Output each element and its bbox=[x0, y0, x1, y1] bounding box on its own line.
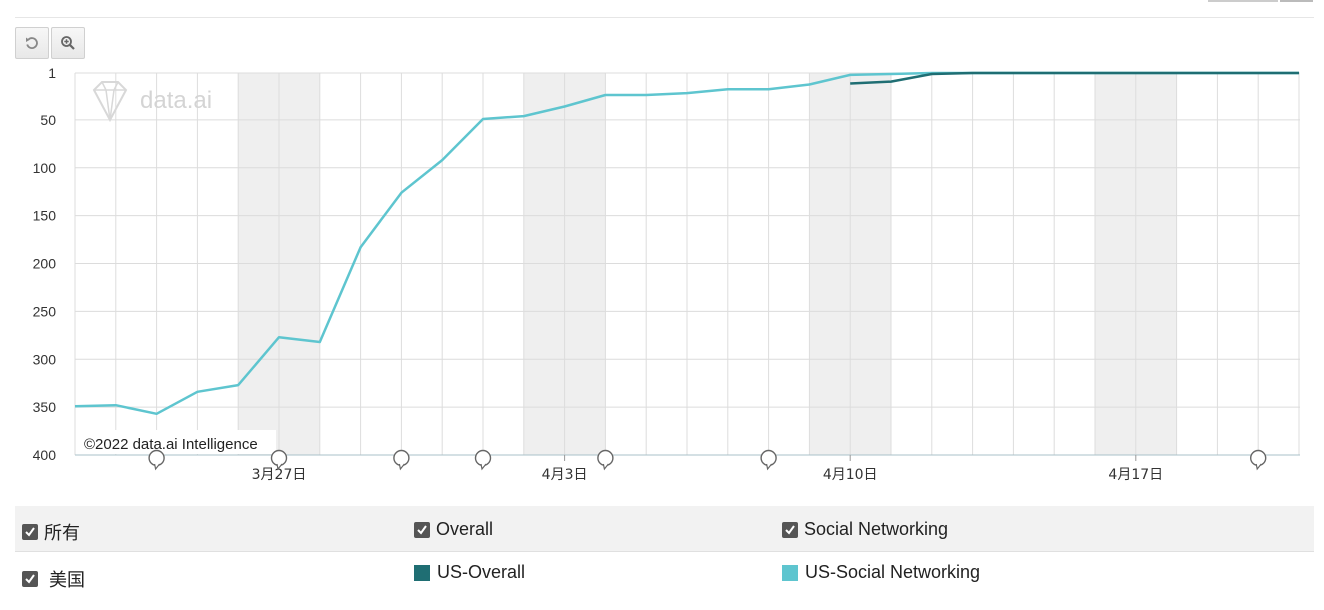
legend-swatch-us-overall bbox=[414, 564, 430, 581]
x-tick-label: 4月17日 bbox=[1108, 467, 1163, 483]
checkbox-all[interactable] bbox=[22, 524, 38, 540]
series-line-us-overall bbox=[850, 71, 1299, 85]
y-tick-label: 150 bbox=[33, 208, 57, 224]
filter-overall-label: Overall bbox=[436, 519, 494, 539]
annotation-tail bbox=[766, 463, 773, 471]
annotation-bubble bbox=[393, 449, 410, 467]
annotation-bubble bbox=[148, 449, 165, 467]
annotation-marker-icon[interactable] bbox=[1249, 449, 1267, 471]
legend-us-overall-label: US-Overall bbox=[437, 562, 526, 582]
tab-remnant-left[interactable] bbox=[1208, 0, 1278, 2]
annotation-bubble bbox=[1249, 449, 1267, 467]
legend-panel: 所有 Overall Social Networking 美国 US-Overa… bbox=[15, 506, 1314, 610]
y-tick-label: 200 bbox=[33, 256, 57, 272]
copyright-bg bbox=[78, 430, 276, 454]
legend-filter-row bbox=[15, 506, 1314, 552]
legend-us-social-networking[interactable]: US-Social Networking bbox=[782, 562, 980, 583]
checkbox-us[interactable] bbox=[22, 571, 38, 587]
check-icon bbox=[785, 524, 795, 535]
y-tick-label: 100 bbox=[33, 160, 57, 176]
zoom-in-icon bbox=[61, 36, 75, 50]
legend-us-overall[interactable]: US-Overall bbox=[414, 562, 525, 583]
undo-icon bbox=[26, 37, 38, 49]
annotation-tail bbox=[276, 463, 283, 471]
copyright-text: ©2022 data.ai Intelligence bbox=[84, 436, 258, 453]
x-tick-label: 4月10日 bbox=[823, 467, 878, 483]
tab-remnant-right[interactable] bbox=[1280, 0, 1313, 2]
annotation-marker-icon[interactable] bbox=[760, 449, 777, 471]
legend-us-social-networking-label: US-Social Networking bbox=[805, 562, 981, 582]
filter-social-networking[interactable]: Social Networking bbox=[782, 519, 948, 540]
annotation-tail bbox=[602, 463, 609, 471]
annotation-tail bbox=[1255, 463, 1262, 471]
annotation-marker-icon[interactable] bbox=[474, 449, 492, 471]
logo-text: data.ai bbox=[140, 87, 212, 114]
data-ai-logo: data.ai bbox=[92, 81, 212, 123]
checkbox-overall[interactable] bbox=[414, 521, 430, 538]
check-icon bbox=[25, 527, 35, 537]
top-divider bbox=[15, 17, 1314, 18]
annotation-tail bbox=[480, 463, 487, 471]
check-icon bbox=[25, 574, 35, 584]
x-tick-label: 4月3日 bbox=[542, 467, 588, 483]
annotation-marker-icon[interactable] bbox=[393, 449, 410, 471]
annotation-marker-icon[interactable] bbox=[270, 449, 288, 471]
chart-toolbar bbox=[15, 27, 85, 59]
x-tick-label: 3月27日 bbox=[252, 467, 307, 483]
y-tick-label: 350 bbox=[33, 399, 57, 415]
filter-all-label: 所有 bbox=[44, 523, 80, 543]
zoom-button[interactable] bbox=[51, 27, 85, 59]
annotation-tail bbox=[154, 463, 161, 471]
checkbox-social-networking[interactable] bbox=[782, 521, 798, 538]
annotation-bubble bbox=[270, 449, 288, 467]
annotation-marker-icon[interactable] bbox=[148, 449, 165, 471]
annotation-bubble bbox=[474, 449, 492, 467]
filter-us[interactable]: 美国 bbox=[22, 566, 85, 592]
y-tick-label: 300 bbox=[33, 351, 57, 367]
annotation-marker-icon[interactable] bbox=[597, 449, 614, 471]
annotation-bubble bbox=[597, 449, 614, 467]
filter-overall[interactable]: Overall bbox=[414, 519, 493, 540]
y-tick-label: 50 bbox=[40, 112, 56, 128]
check-icon bbox=[417, 524, 427, 535]
y-tick-label: 250 bbox=[33, 303, 57, 319]
filter-social-networking-label: Social Networking bbox=[804, 519, 949, 539]
annotation-bubble bbox=[760, 449, 777, 467]
filter-us-label: 美国 bbox=[49, 570, 85, 590]
legend-swatch-us-social-networking bbox=[782, 564, 798, 581]
y-tick-label: 1 bbox=[48, 65, 56, 81]
annotation-tail bbox=[398, 463, 405, 471]
reset-button[interactable] bbox=[15, 27, 49, 59]
y-tick-label: 400 bbox=[33, 447, 57, 463]
filter-all[interactable]: 所有 bbox=[22, 519, 80, 545]
